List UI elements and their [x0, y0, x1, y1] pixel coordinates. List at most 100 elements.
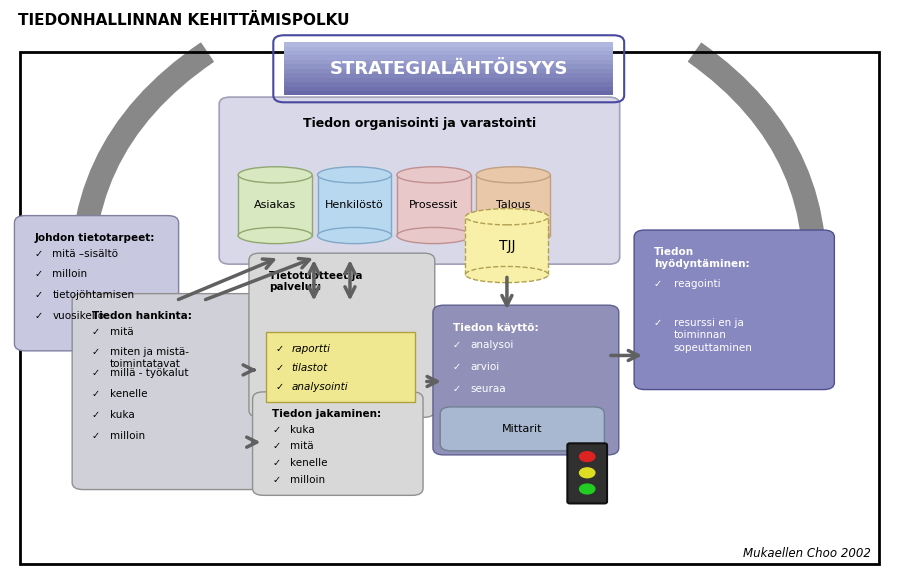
Text: tilastot: tilastot [291, 363, 327, 373]
Text: ✓: ✓ [275, 363, 283, 373]
Text: milloin: milloin [290, 475, 326, 485]
Text: milloin: milloin [110, 431, 145, 440]
Circle shape [579, 484, 595, 494]
Bar [476, 175, 550, 236]
Bar [284, 91, 613, 95]
Text: Johdon tietotarpeet:: Johdon tietotarpeet: [34, 233, 154, 243]
FancyBboxPatch shape [634, 230, 834, 390]
FancyBboxPatch shape [253, 392, 423, 495]
Text: kenelle: kenelle [290, 458, 328, 468]
Ellipse shape [465, 209, 548, 225]
Bar [284, 82, 613, 87]
FancyArrowPatch shape [71, 43, 213, 335]
Bar [465, 217, 548, 275]
FancyArrowPatch shape [688, 43, 826, 335]
FancyBboxPatch shape [433, 305, 619, 455]
Text: Tiedon organisointi ja varastointi: Tiedon organisointi ja varastointi [303, 117, 536, 129]
FancyBboxPatch shape [219, 97, 620, 264]
Ellipse shape [397, 227, 471, 243]
Text: Mukaellen Choo 2002: Mukaellen Choo 2002 [742, 547, 870, 560]
Ellipse shape [476, 166, 550, 183]
Bar [284, 77, 613, 82]
Text: Henkilöstö: Henkilöstö [325, 200, 384, 210]
Text: ✓: ✓ [92, 410, 100, 420]
Text: ✓: ✓ [92, 327, 100, 336]
Text: ✓: ✓ [92, 368, 100, 378]
Text: arvioi: arvioi [471, 362, 500, 372]
Text: ✓: ✓ [272, 442, 281, 451]
Text: ✓: ✓ [92, 347, 100, 357]
Text: analysointi: analysointi [291, 382, 348, 392]
Text: Asiakas: Asiakas [254, 200, 296, 210]
Bar [284, 73, 613, 77]
Text: kuka: kuka [290, 425, 315, 435]
FancyBboxPatch shape [249, 253, 435, 417]
Text: Prosessit: Prosessit [410, 200, 458, 210]
Text: ✓: ✓ [34, 249, 42, 258]
Ellipse shape [238, 227, 312, 243]
Bar [284, 42, 613, 47]
Text: reagointi: reagointi [674, 279, 721, 288]
Bar [284, 55, 613, 60]
Text: ✓: ✓ [275, 382, 283, 392]
Ellipse shape [397, 166, 471, 183]
Text: Tiedon
hyödyntäminen:: Tiedon hyödyntäminen: [654, 247, 750, 269]
Text: Mittarit: Mittarit [502, 424, 542, 434]
Text: ✓: ✓ [34, 290, 42, 300]
Text: mitä: mitä [110, 327, 133, 336]
Ellipse shape [476, 227, 550, 243]
Bar [318, 175, 391, 236]
Text: analysoi: analysoi [471, 340, 514, 350]
Text: mitä: mitä [290, 442, 314, 451]
Text: ✓: ✓ [92, 389, 100, 399]
Text: millä - työkalut: millä - työkalut [110, 368, 189, 378]
Text: tietojöhtamisen: tietojöhtamisen [52, 290, 134, 300]
Text: vuosikello: vuosikello [52, 311, 105, 321]
Text: Tietotuotteet ja
palvelut:: Tietotuotteet ja palvelut: [269, 271, 363, 292]
Ellipse shape [238, 166, 312, 183]
Bar [284, 51, 613, 55]
FancyBboxPatch shape [567, 443, 607, 503]
Text: mitä –sisältö: mitä –sisältö [52, 249, 118, 258]
FancyBboxPatch shape [72, 294, 261, 490]
Text: ✓: ✓ [453, 384, 461, 394]
Text: TIEDONHALLINNAN KEHITTÄMISPOLKU: TIEDONHALLINNAN KEHITTÄMISPOLKU [18, 13, 350, 28]
Bar [284, 64, 613, 69]
Text: kenelle: kenelle [110, 389, 148, 399]
Bar [284, 60, 613, 64]
Text: kuka: kuka [110, 410, 134, 420]
Text: ✓: ✓ [654, 279, 662, 288]
Text: Tiedon hankinta:: Tiedon hankinta: [92, 311, 192, 321]
Text: ✓: ✓ [34, 311, 42, 321]
Text: miten ja mistä-
toimintatavat: miten ja mistä- toimintatavat [110, 347, 189, 369]
Text: ✓: ✓ [272, 458, 281, 468]
Text: STRATEGIALÄHTÖISYYS: STRATEGIALÄHTÖISYYS [329, 60, 568, 78]
Text: Tiedon jakaminen:: Tiedon jakaminen: [272, 409, 382, 419]
Ellipse shape [318, 166, 391, 183]
Text: ✓: ✓ [453, 362, 461, 372]
Text: raportti: raportti [291, 344, 330, 354]
Text: ✓: ✓ [92, 431, 100, 440]
Bar [284, 87, 613, 91]
Text: ✓: ✓ [34, 269, 42, 279]
Text: milloin: milloin [52, 269, 87, 279]
Bar [284, 69, 613, 73]
Text: resurssi en ja
toiminnan
sopeuttaminen: resurssi en ja toiminnan sopeuttaminen [674, 318, 752, 353]
Text: ✓: ✓ [453, 340, 461, 350]
Ellipse shape [465, 266, 548, 283]
Circle shape [579, 468, 595, 477]
Bar [284, 47, 613, 51]
Ellipse shape [318, 227, 391, 243]
Text: ✓: ✓ [654, 318, 662, 328]
FancyBboxPatch shape [14, 216, 179, 351]
Bar [238, 175, 312, 236]
Text: ✓: ✓ [275, 344, 283, 354]
FancyBboxPatch shape [266, 332, 415, 402]
Text: ✓: ✓ [272, 425, 281, 435]
Text: Tiedon käyttö:: Tiedon käyttö: [453, 323, 538, 332]
Circle shape [579, 452, 595, 461]
FancyBboxPatch shape [440, 407, 604, 451]
Text: ✓: ✓ [272, 475, 281, 485]
Text: Talous: Talous [496, 200, 530, 210]
Text: TJJ: TJJ [499, 239, 515, 253]
